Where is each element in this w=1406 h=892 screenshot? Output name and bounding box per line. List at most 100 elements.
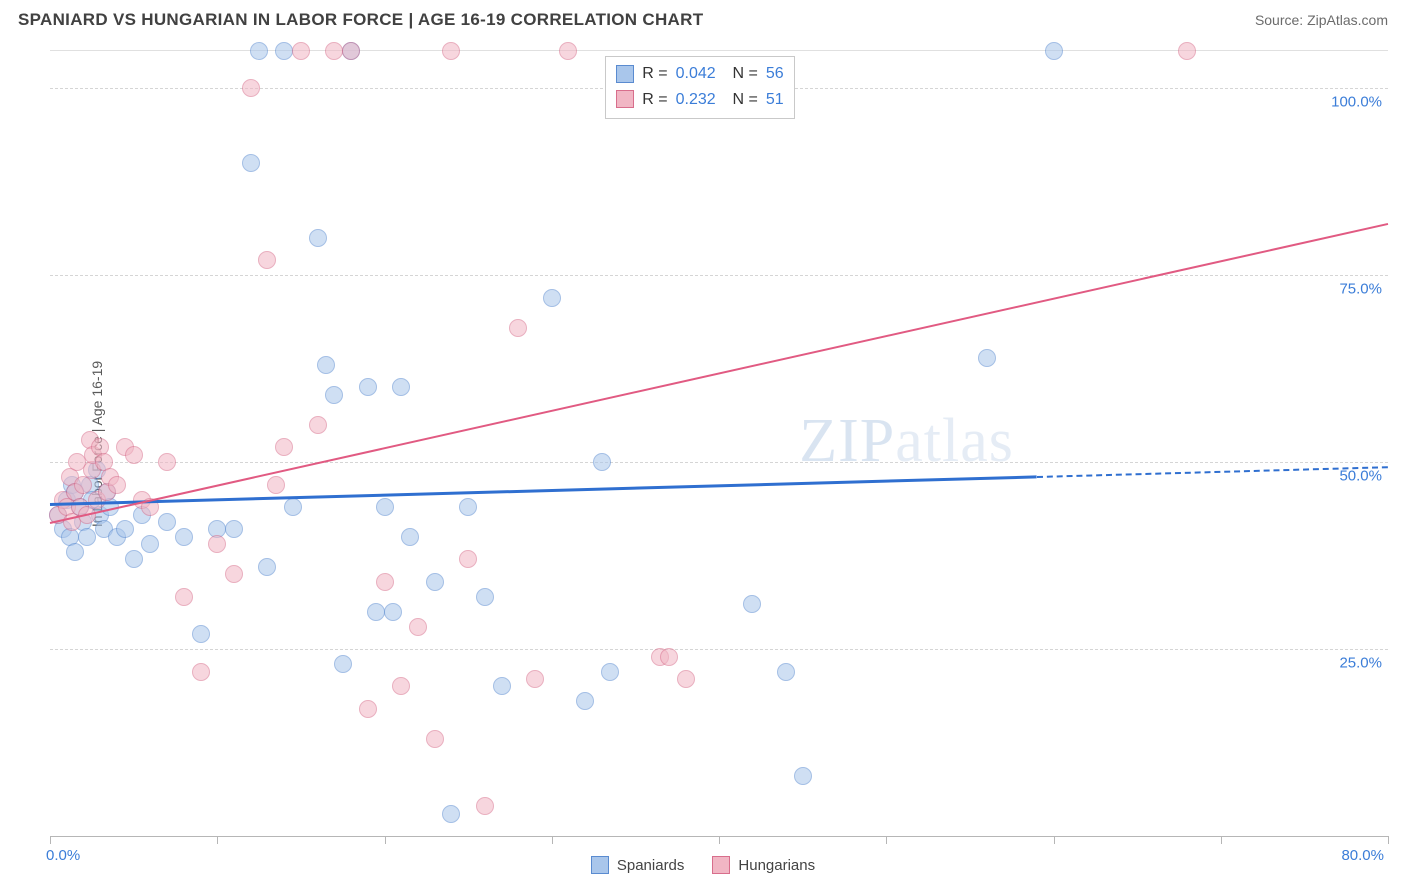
legend-swatch — [616, 65, 634, 83]
legend-swatch — [591, 856, 609, 874]
scatter-point-spaniards — [158, 513, 176, 531]
source-attribution: Source: ZipAtlas.com — [1255, 12, 1388, 28]
scatter-point-hungarians — [392, 677, 410, 695]
scatter-point-hungarians — [409, 618, 427, 636]
scatter-point-spaniards — [225, 520, 243, 538]
x-tick — [50, 836, 51, 844]
source-value: ZipAtlas.com — [1307, 12, 1388, 28]
scatter-point-spaniards — [367, 603, 385, 621]
x-tick — [719, 836, 720, 844]
x-tick — [1388, 836, 1389, 844]
chart-area: In Labor Force | Age 16-19 0.0% 80.0% 25… — [50, 50, 1388, 837]
stat-n-value: 56 — [766, 61, 784, 87]
scatter-point-spaniards — [576, 692, 594, 710]
scatter-point-spaniards — [309, 229, 327, 247]
stat-r-label: R = — [642, 61, 667, 87]
legend-swatch — [712, 856, 730, 874]
scatter-point-spaniards — [978, 349, 996, 367]
scatter-point-spaniards — [250, 42, 268, 60]
scatter-point-hungarians — [342, 42, 360, 60]
y-tick-label: 25.0% — [1339, 655, 1382, 672]
scatter-point-hungarians — [359, 700, 377, 718]
scatter-point-spaniards — [743, 595, 761, 613]
scatter-point-hungarians — [275, 438, 293, 456]
scatter-point-spaniards — [426, 573, 444, 591]
scatter-point-spaniards — [78, 528, 96, 546]
scatter-point-spaniards — [593, 453, 611, 471]
watermark: ZIPatlas — [799, 406, 1014, 477]
scatter-point-spaniards — [543, 289, 561, 307]
scatter-point-spaniards — [392, 378, 410, 396]
scatter-point-hungarians — [1178, 42, 1196, 60]
legend-label: Spaniards — [617, 857, 685, 874]
scatter-point-spaniards — [493, 677, 511, 695]
stat-n-label: N = — [724, 87, 758, 113]
scatter-point-hungarians — [459, 550, 477, 568]
trend-line — [50, 476, 1037, 507]
scatter-point-hungarians — [325, 42, 343, 60]
source-label: Source: — [1255, 12, 1307, 28]
x-tick — [217, 836, 218, 844]
scatter-point-hungarians — [677, 670, 695, 688]
scatter-point-spaniards — [476, 588, 494, 606]
scatter-point-spaniards — [242, 154, 260, 172]
trend-line — [1037, 466, 1388, 478]
chart-title: SPANIARD VS HUNGARIAN IN LABOR FORCE | A… — [18, 10, 703, 30]
stats-box: R = 0.042 N = 56R = 0.232 N = 51 — [605, 56, 794, 119]
scatter-point-spaniards — [317, 356, 335, 374]
scatter-point-spaniards — [794, 767, 812, 785]
x-tick — [1054, 836, 1055, 844]
stat-n-value: 51 — [766, 87, 784, 113]
scatter-point-hungarians — [292, 42, 310, 60]
scatter-point-spaniards — [334, 655, 352, 673]
scatter-point-spaniards — [125, 550, 143, 568]
scatter-point-spaniards — [141, 535, 159, 553]
scatter-point-spaniards — [258, 558, 276, 576]
scatter-point-spaniards — [376, 498, 394, 516]
scatter-point-hungarians — [526, 670, 544, 688]
header: SPANIARD VS HUNGARIAN IN LABOR FORCE | A… — [0, 0, 1406, 30]
gridline-h — [50, 462, 1388, 463]
scatter-point-spaniards — [601, 663, 619, 681]
scatter-point-spaniards — [777, 663, 795, 681]
stat-r-label: R = — [642, 87, 667, 113]
scatter-point-spaniards — [66, 543, 84, 561]
trend-line — [50, 223, 1388, 524]
scatter-point-hungarians — [426, 730, 444, 748]
scatter-point-hungarians — [158, 453, 176, 471]
stats-row: R = 0.232 N = 51 — [616, 87, 783, 113]
stat-r-value: 0.042 — [676, 61, 716, 87]
scatter-point-hungarians — [309, 416, 327, 434]
scatter-point-spaniards — [401, 528, 419, 546]
scatter-point-hungarians — [476, 797, 494, 815]
gridline-h — [50, 275, 1388, 276]
x-tick — [385, 836, 386, 844]
scatter-point-hungarians — [242, 79, 260, 97]
scatter-point-hungarians — [559, 42, 577, 60]
stat-n-label: N = — [724, 61, 758, 87]
scatter-point-hungarians — [175, 588, 193, 606]
scatter-point-hungarians — [376, 573, 394, 591]
scatter-point-hungarians — [267, 476, 285, 494]
scatter-point-hungarians — [108, 476, 126, 494]
plot-region: 0.0% 80.0% 25.0%50.0%75.0%100.0%ZIPatlas… — [50, 50, 1388, 837]
gridline-h — [50, 649, 1388, 650]
scatter-point-spaniards — [442, 805, 460, 823]
scatter-point-hungarians — [442, 42, 460, 60]
scatter-point-hungarians — [509, 319, 527, 337]
scatter-point-spaniards — [384, 603, 402, 621]
stat-r-value: 0.232 — [676, 87, 716, 113]
x-tick — [552, 836, 553, 844]
legend: SpaniardsHungarians — [0, 856, 1406, 878]
scatter-point-spaniards — [275, 42, 293, 60]
scatter-point-spaniards — [116, 520, 134, 538]
stats-row: R = 0.042 N = 56 — [616, 61, 783, 87]
y-tick-label: 75.0% — [1339, 281, 1382, 298]
x-tick — [1221, 836, 1222, 844]
x-tick — [886, 836, 887, 844]
scatter-point-hungarians — [258, 251, 276, 269]
scatter-point-spaniards — [1045, 42, 1063, 60]
scatter-point-hungarians — [208, 535, 226, 553]
scatter-point-spaniards — [359, 378, 377, 396]
scatter-point-spaniards — [284, 498, 302, 516]
